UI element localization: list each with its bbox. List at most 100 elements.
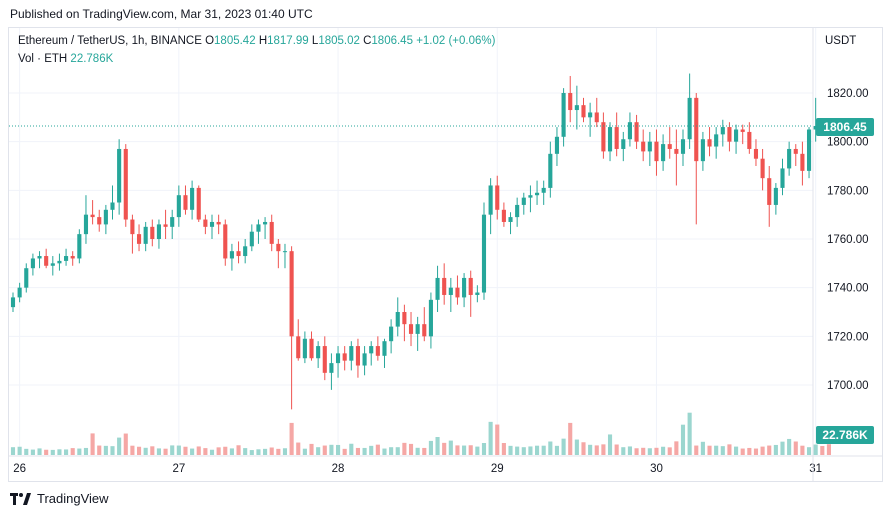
candle-body [335,353,341,364]
candle-body [203,219,208,227]
volume-bar [196,446,201,455]
candle-body [627,122,632,140]
volume-bar [813,444,818,455]
candle-body [727,127,732,142]
volume-bar [236,445,241,455]
ohlc-legend: Ethereum / TetherUS, 1h, BINANCE O1805.4… [18,35,495,47]
volume-bar [435,437,440,455]
candle-body [355,346,361,366]
volume-bar [57,449,62,455]
candle-body [269,221,274,244]
candle-body [422,324,427,337]
change-value: +1.02 (+0.06%) [416,35,496,47]
volume-bar [44,449,49,455]
volume-bar [276,448,281,455]
volume-bar [515,446,520,455]
volume-bar [349,443,354,455]
volume-bar [820,446,825,455]
volume-bar [316,447,321,455]
volume-bar [680,424,686,455]
volume-bar [83,447,89,455]
candle-body [508,217,513,222]
volume-bar [581,442,586,455]
volume-bar [17,446,22,455]
volume-bar [806,447,812,455]
candle-body [581,105,586,118]
tradingview-brand[interactable]: TradingView [10,491,109,506]
volume-bar [302,448,307,455]
volume-bar [488,421,493,455]
candle-body [468,277,473,295]
candle-body [196,187,201,220]
volume-bar [727,444,732,455]
volume-bar [64,449,69,455]
candle-body [568,93,573,111]
last-price-tag: 1806.45 [816,118,874,136]
candle-body [528,195,533,198]
volume-bar [508,445,513,455]
volume-bar [501,443,506,455]
volume-bar [296,442,301,455]
candle-body [163,224,168,227]
candle-body [170,217,175,227]
candle-body [714,134,719,147]
candle-body [123,148,128,220]
price-tick-label: 1820.00 [827,88,869,100]
date-tick-label: 28 [332,463,345,475]
volume-bar [481,443,487,455]
candle-body [548,153,553,188]
candle-body [428,299,433,337]
volume-bar [269,447,274,455]
volume-bar [408,443,414,455]
volume-bar [694,445,699,455]
candle-body [117,148,122,203]
low-value: 1805.02 [318,35,360,47]
candle-body [481,214,487,293]
volume-bar [415,447,420,455]
volume-bar [37,448,42,455]
volume-bar [136,446,142,455]
candle-body [588,112,593,118]
candle-body [37,256,42,259]
candle-body [276,243,281,252]
candle-body [150,226,155,239]
volume-label: Vol · ETH [18,53,68,65]
candle-body [77,234,82,259]
candle-body [501,209,506,222]
candle-body [382,341,387,356]
volume-bar [634,448,639,455]
volume-bar [309,443,314,455]
candle-body [541,187,546,193]
volume-bar [621,447,626,455]
candle-body [740,129,745,132]
candle-body [289,251,294,337]
candle-body [694,97,699,162]
candle-body [309,338,314,359]
candle-body [720,127,725,135]
candle-body [243,246,248,257]
candle-body [236,251,241,257]
volume-bar [714,445,719,455]
volume-bar [50,449,55,455]
volume-bar [77,448,82,455]
volume-bar [787,438,792,455]
volume-legend: Vol · ETH 22.786K [18,53,113,65]
symbol-label[interactable]: Ethereum / TetherUS, 1h, BINANCE [18,35,202,47]
volume-bar [256,449,261,455]
volume-bars [10,412,831,455]
volume-bar [163,448,168,455]
volume-bar [395,447,400,455]
candle-body [787,148,792,169]
volume-bar [448,440,453,455]
candle-body [806,129,812,171]
candle-body [561,93,566,137]
volume-bar [740,448,745,455]
candle-body [767,178,772,205]
candle-body [488,185,493,215]
volume-bar [143,447,148,455]
volume-bar [322,445,327,455]
volume-bar [535,445,540,455]
candle-body [103,209,108,225]
volume-bar [495,424,500,455]
